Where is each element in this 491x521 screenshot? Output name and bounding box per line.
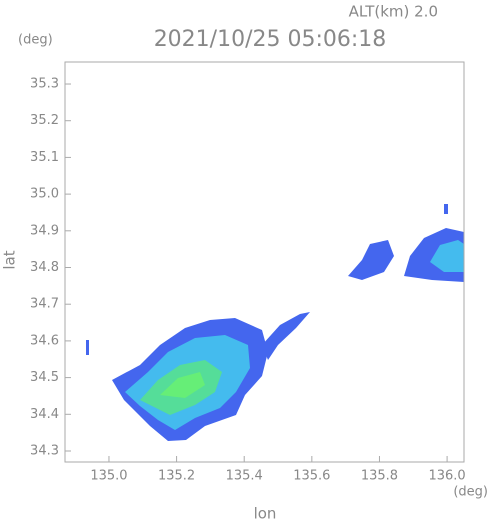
x-tick-label: 135.2 <box>158 469 195 484</box>
x-tick-label: 135.8 <box>361 469 398 484</box>
y-tick-label: 35.0 <box>30 187 59 202</box>
y-tick-label: 34.3 <box>30 443 59 458</box>
subtitle: ALT(km) 2.0 <box>349 3 438 21</box>
x-axis-label: lon <box>254 505 277 521</box>
plot-frame <box>64 61 465 463</box>
radar-echo <box>262 312 310 360</box>
x-tick-label: 135.0 <box>90 469 127 484</box>
chart-title: 2021/10/25 05:06:18 <box>154 27 387 52</box>
y-tick-label: 34.5 <box>30 370 59 385</box>
y-tick-label: 34.7 <box>30 297 59 312</box>
y-tick-label: 34.8 <box>30 260 59 275</box>
y-tick-label: 34.9 <box>30 223 59 238</box>
radar-echo <box>430 240 464 272</box>
y-unit: (deg) <box>18 33 53 48</box>
x-tick-label: 135.6 <box>293 469 330 484</box>
y-tick-label: 35.2 <box>30 113 59 128</box>
y-tick-label: 35.3 <box>30 77 59 92</box>
radar-echo <box>444 204 448 214</box>
radar-echo <box>86 340 89 355</box>
x-unit: (deg) <box>453 485 488 500</box>
x-tick-label: 136.0 <box>428 469 465 484</box>
radar-echo <box>348 240 394 280</box>
radar-echo <box>160 372 205 398</box>
x-tick-label: 135.4 <box>226 469 263 484</box>
y-tick-label: 35.1 <box>30 150 59 165</box>
radar-echoes <box>86 204 464 441</box>
y-tick-label: 34.6 <box>30 333 59 348</box>
y-axis-label: lat <box>1 250 19 269</box>
y-tick-label: 34.4 <box>30 407 59 422</box>
